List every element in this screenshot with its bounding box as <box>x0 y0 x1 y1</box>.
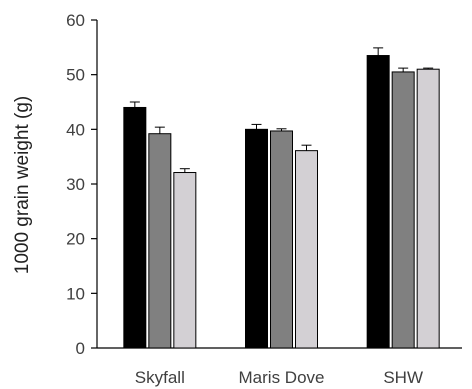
bar <box>270 130 293 349</box>
bar <box>416 68 440 349</box>
y-tick-label: 40 <box>66 120 85 139</box>
bar <box>123 106 147 349</box>
bar <box>245 128 268 349</box>
y-tick-label: 10 <box>66 284 85 303</box>
y-tick-labels: 0 10 20 30 40 50 60 <box>66 11 85 358</box>
category-label: Skyfall <box>135 368 185 387</box>
bar <box>366 55 390 349</box>
bar <box>173 172 197 349</box>
bar <box>391 71 415 349</box>
y-axis-title: 1000 grain weight (g) <box>12 96 33 275</box>
bars <box>123 47 440 349</box>
bar <box>148 133 172 349</box>
y-tick-label: 0 <box>76 339 85 358</box>
category-labels: Skyfall Maris Dove SHW <box>135 368 423 387</box>
y-tick-label: 50 <box>66 66 85 85</box>
category-label: Maris Dove <box>239 368 325 387</box>
y-tick-label: 30 <box>66 175 85 194</box>
y-tick-label: 20 <box>66 230 85 249</box>
category-label: SHW <box>383 368 423 387</box>
bar <box>295 150 318 349</box>
y-tick-label: 60 <box>66 11 85 30</box>
